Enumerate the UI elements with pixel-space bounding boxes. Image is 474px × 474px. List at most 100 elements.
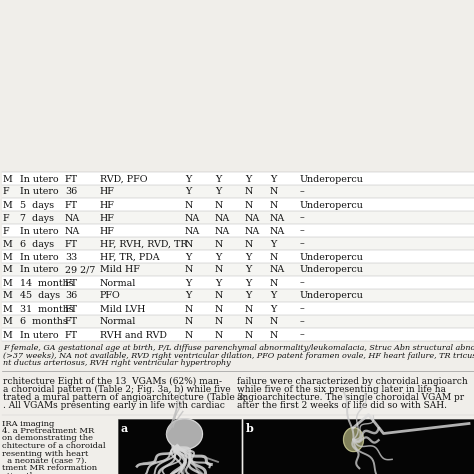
Text: FT: FT [65, 174, 78, 183]
Text: angioarchitecture. The single choroidal VGAM pr: angioarchitecture. The single choroidal … [237, 392, 464, 401]
Text: RVD, PFO: RVD, PFO [100, 174, 147, 183]
Text: FT: FT [65, 330, 78, 339]
Text: Y: Y [245, 174, 251, 183]
Bar [2, 211, 474, 224]
Text: N: N [270, 188, 278, 197]
Text: tment MR reformation: tment MR reformation [2, 465, 97, 473]
Bar [243, 419, 474, 474]
Text: 6  months: 6 months [20, 318, 68, 327]
Text: a: a [121, 423, 128, 435]
Text: F: F [3, 188, 9, 197]
Text: N: N [215, 318, 223, 327]
Text: Y: Y [185, 292, 191, 301]
Text: –: – [300, 227, 305, 236]
Text: Underopercu: Underopercu [300, 174, 364, 183]
Text: Y: Y [185, 174, 191, 183]
Bar [118, 419, 241, 474]
Text: N: N [245, 304, 254, 313]
Text: Mild HF: Mild HF [100, 265, 140, 274]
Text: N: N [270, 201, 278, 210]
Text: Underopercu: Underopercu [300, 292, 364, 301]
Text: a neonate (case 7).: a neonate (case 7). [2, 457, 87, 465]
Polygon shape [166, 419, 202, 449]
Text: Y: Y [270, 304, 276, 313]
Text: NA: NA [185, 213, 200, 222]
Text: (>37 weeks), NA not available, RVD right ventricular dilation, PFO patent forame: (>37 weeks), NA not available, RVD right… [3, 352, 474, 359]
Bar [2, 224, 474, 237]
Text: N: N [185, 304, 193, 313]
Text: NA: NA [215, 227, 230, 236]
Text: ating the: ating the [2, 472, 40, 474]
Text: NA: NA [185, 227, 200, 236]
Text: N: N [215, 330, 223, 339]
Text: 33: 33 [65, 253, 77, 262]
Text: NA: NA [270, 227, 285, 236]
Text: resenting with heart: resenting with heart [2, 449, 88, 457]
Text: FT: FT [65, 201, 78, 210]
Text: F female, GA gestational age at birth, P/L diffuse parenchymal abnormality/leuko: F female, GA gestational age at birth, P… [3, 344, 474, 352]
Text: N: N [215, 201, 223, 210]
Text: Y: Y [185, 253, 191, 262]
Text: HF: HF [100, 213, 115, 222]
Text: 14  months: 14 months [20, 279, 73, 288]
Text: Underopercu: Underopercu [300, 265, 364, 274]
Text: N: N [245, 188, 254, 197]
Text: failure were characterized by choroidal angioarch: failure were characterized by choroidal … [237, 376, 468, 385]
Text: Y: Y [215, 253, 221, 262]
Text: M: M [3, 253, 13, 262]
Text: RVH and RVD: RVH and RVD [100, 330, 167, 339]
Text: N: N [245, 318, 254, 327]
Text: after the first 2 weeks of life did so with SAH.: after the first 2 weeks of life did so w… [237, 401, 447, 410]
Text: PFO: PFO [100, 292, 121, 301]
Text: 7  days: 7 days [20, 213, 54, 222]
Text: N: N [245, 330, 254, 339]
Text: 29 2/7: 29 2/7 [65, 265, 95, 274]
Bar [2, 237, 474, 250]
Text: NA: NA [270, 213, 285, 222]
Text: Y: Y [270, 292, 276, 301]
Bar [2, 172, 474, 185]
Text: Y: Y [245, 279, 251, 288]
Bar [2, 302, 474, 315]
Text: FT: FT [65, 318, 78, 327]
Text: HF: HF [100, 188, 115, 197]
Text: Y: Y [270, 239, 276, 248]
Text: a choroidal pattern (Table 2; Fig. 3a, b) while five: a choroidal pattern (Table 2; Fig. 3a, b… [3, 384, 231, 393]
Text: rchitecture Eight of the 13  VGAMs (62%) man-: rchitecture Eight of the 13 VGAMs (62%) … [3, 376, 222, 386]
Text: Y: Y [245, 253, 251, 262]
Bar [2, 328, 474, 341]
Text: Underopercu: Underopercu [300, 253, 364, 262]
Text: NA: NA [245, 213, 260, 222]
Text: N: N [270, 330, 278, 339]
Text: Y: Y [245, 265, 251, 274]
Text: –: – [300, 279, 305, 288]
Text: –: – [300, 318, 305, 327]
Text: chitecture of a choroidal: chitecture of a choroidal [2, 442, 106, 450]
Text: M: M [3, 292, 13, 301]
Bar [2, 263, 474, 276]
Text: N: N [185, 318, 193, 327]
Text: –: – [300, 330, 305, 339]
Text: NA: NA [215, 213, 230, 222]
Text: –: – [300, 304, 305, 313]
Text: M: M [3, 174, 13, 183]
Text: HF: HF [100, 201, 115, 210]
Bar [2, 250, 474, 263]
Text: In utero: In utero [20, 227, 59, 236]
Text: 4. a Pretreatment MR: 4. a Pretreatment MR [2, 427, 94, 435]
Text: NA: NA [245, 227, 260, 236]
Text: N: N [215, 239, 223, 248]
Text: 5  days: 5 days [20, 201, 54, 210]
Text: 6  days: 6 days [20, 239, 54, 248]
Bar [2, 315, 474, 328]
Text: . All VGAMs presenting early in life with cardiac: . All VGAMs presenting early in life wit… [3, 401, 225, 410]
Text: Y: Y [215, 174, 221, 183]
Text: In utero: In utero [20, 265, 59, 274]
Text: M: M [3, 239, 13, 248]
Text: –: – [300, 239, 305, 248]
Text: M: M [3, 304, 13, 313]
Text: Y: Y [270, 174, 276, 183]
Text: 36: 36 [65, 188, 77, 197]
Text: HF, RVH, RVD, TR: HF, RVH, RVD, TR [100, 239, 188, 248]
Text: FT: FT [65, 279, 78, 288]
